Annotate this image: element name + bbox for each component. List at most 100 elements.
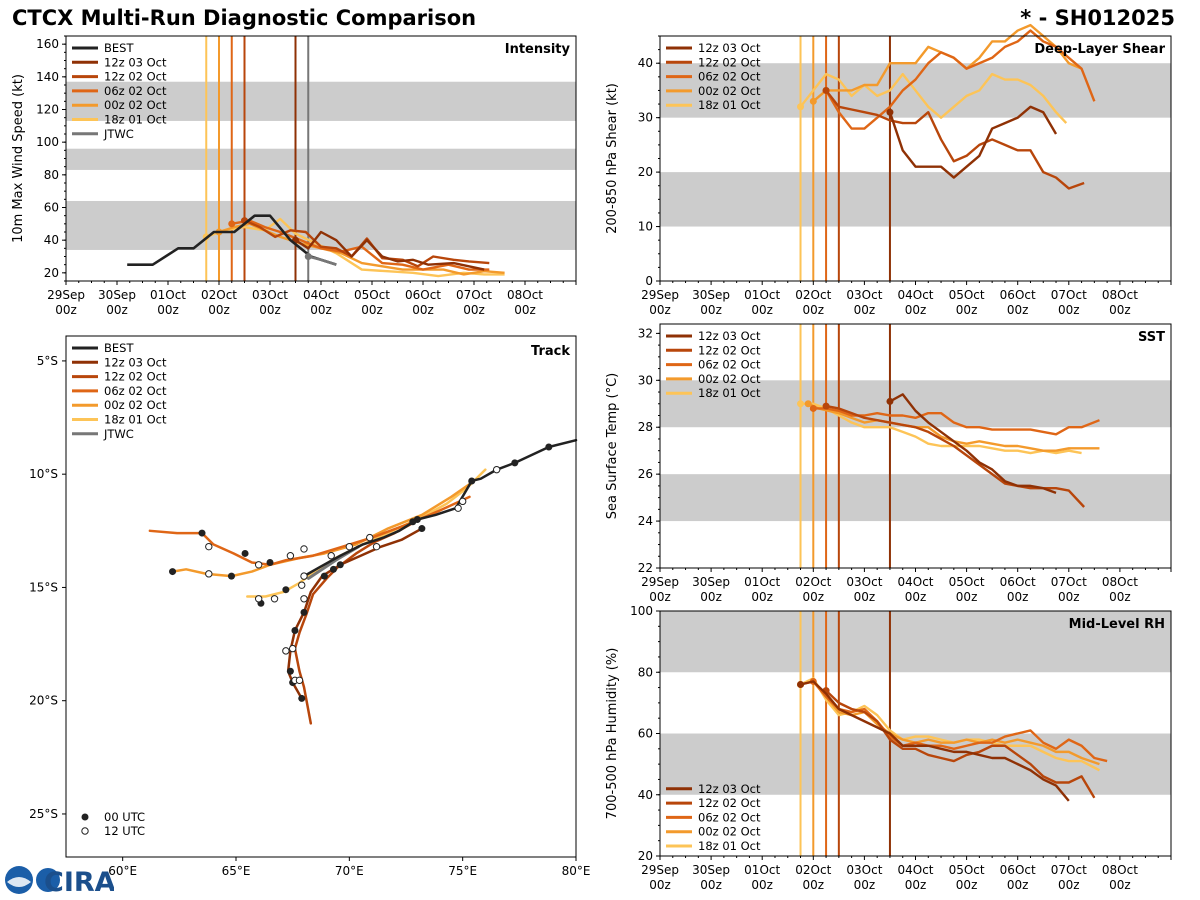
series-start-point (886, 397, 894, 405)
x-tick-hour: 00z (1007, 590, 1029, 604)
marker-00utc (418, 525, 426, 533)
legend-label: 18z 01 Oct (104, 413, 167, 427)
x-tick-date: 07Oct (1051, 863, 1087, 877)
y-tick-label: 20 (638, 165, 653, 179)
x-tick-hour: 00z (956, 878, 978, 892)
shaded-band (66, 148, 576, 170)
legend-label: 00z 02 Oct (104, 98, 167, 112)
x-tick-hour: 00z (1109, 878, 1131, 892)
x-tick-date: 06Oct (1000, 288, 1036, 302)
x-tick-label: 75°E (448, 864, 477, 878)
marker-00utc (468, 477, 476, 485)
series-line (799, 72, 1068, 124)
rh-chart: 2040608010029Sep00z30Sep00z01Oct00z02Oct… (605, 604, 1172, 892)
track-line (246, 468, 487, 598)
track-line (171, 479, 476, 578)
y-tick-label: 10°S (29, 467, 58, 481)
y-tick-label: 160 (36, 37, 59, 51)
legend-marker-12utc (81, 827, 89, 835)
y-tick-label: 140 (36, 70, 59, 84)
y-tick-label: 100 (36, 135, 59, 149)
chart-title: Mid-Level RH (1069, 617, 1165, 632)
x-tick-hour: 00z (905, 590, 927, 604)
x-tick-date: 29Sep (47, 288, 85, 302)
x-tick-hour: 00z (803, 590, 825, 604)
chart-title: Deep-Layer Shear (1034, 42, 1165, 57)
x-tick-date: 04Oct (303, 288, 339, 302)
x-tick-date: 03Oct (846, 575, 882, 589)
x-tick-date: 01Oct (744, 288, 780, 302)
x-tick-date: 03Oct (846, 288, 882, 302)
x-tick-hour: 00z (157, 303, 179, 317)
x-tick-hour: 00z (854, 878, 876, 892)
x-tick-date: 02Oct (201, 288, 237, 302)
marker-12utc (372, 542, 381, 551)
legend-label: 18z 01 Oct (698, 839, 761, 853)
marker-12utc (205, 542, 213, 551)
x-tick-hour: 00z (751, 878, 773, 892)
x-tick-date: 05Oct (949, 575, 985, 589)
legend-label: 12z 02 Oct (698, 343, 761, 357)
x-tick-date: 30Sep (692, 288, 730, 302)
x-tick-date: 08Oct (1102, 863, 1138, 877)
x-tick-hour: 00z (803, 878, 825, 892)
shaded-band (66, 81, 576, 121)
x-tick-hour: 00z (649, 590, 671, 604)
x-tick-date: 01Oct (150, 288, 186, 302)
legend-label: 06z 02 Oct (698, 358, 761, 372)
series-line (800, 402, 1082, 455)
marker-12utc (254, 561, 263, 569)
x-tick-hour: 00z (208, 303, 230, 317)
legend-label: 12z 02 Oct (104, 370, 167, 384)
x-tick-hour: 00z (1109, 590, 1131, 604)
chart-title: SST (1138, 330, 1165, 345)
x-tick-hour: 00z (700, 303, 722, 317)
y-axis-label: Sea Surface Temp (°C) (605, 373, 620, 520)
marker-12utc (298, 581, 306, 589)
x-tick-hour: 00z (1058, 303, 1080, 317)
legend-label: 12z 03 Oct (698, 41, 761, 55)
marker-12utc (300, 595, 308, 603)
x-tick-date: 04Oct (897, 575, 933, 589)
legend-label: BEST (104, 341, 134, 355)
legend-label: 12z 03 Oct (698, 329, 761, 343)
jtwc-line (307, 255, 337, 266)
x-tick-date: 08Oct (1102, 288, 1138, 302)
marker-12utc (454, 504, 462, 512)
y-tick-label: 20 (44, 266, 59, 280)
y-axis-label: 10m Max Wind Speed (kt) (11, 74, 26, 243)
series-start-point (809, 404, 817, 412)
marker-00utc (329, 565, 337, 573)
legend-label: 12z 03 Oct (104, 355, 167, 369)
x-tick-date: 08Oct (507, 288, 543, 302)
legend-label: 12z 03 Oct (698, 782, 761, 796)
y-tick-label: 5°S (37, 354, 58, 368)
x-tick-hour: 00z (803, 303, 825, 317)
x-tick-date: 30Sep (692, 575, 730, 589)
y-tick-label: 25°S (29, 807, 58, 821)
marker-00utc (511, 459, 519, 467)
marker-12utc (345, 542, 354, 551)
x-tick-date: 03Oct (252, 288, 288, 302)
x-tick-hour: 00z (649, 303, 671, 317)
shaded-band (660, 172, 1171, 227)
x-tick-hour: 00z (956, 590, 978, 604)
y-tick-label: 22 (638, 561, 653, 575)
marker-00utc (336, 561, 344, 569)
marker-00utc (291, 626, 299, 634)
series-line (888, 105, 1058, 179)
shear-chart: 01020304029Sep00z30Sep00z01Oct00z02Oct00… (605, 23, 1172, 317)
x-tick-hour: 00z (463, 303, 485, 317)
x-tick-date: 06Oct (405, 288, 441, 302)
best-track-line (127, 214, 337, 266)
shaded-band (66, 200, 576, 250)
legend-label: 12z 02 Oct (698, 55, 761, 69)
marker-00utc (409, 518, 417, 526)
x-tick-hour: 00z (1007, 878, 1029, 892)
y-tick-label: 40 (638, 788, 653, 802)
x-tick-date: 29Sep (641, 863, 679, 877)
x-tick-date: 05Oct (354, 288, 390, 302)
x-tick-date: 02Oct (795, 863, 831, 877)
x-tick-label: 65°E (222, 864, 251, 878)
marker-00utc (266, 559, 274, 567)
